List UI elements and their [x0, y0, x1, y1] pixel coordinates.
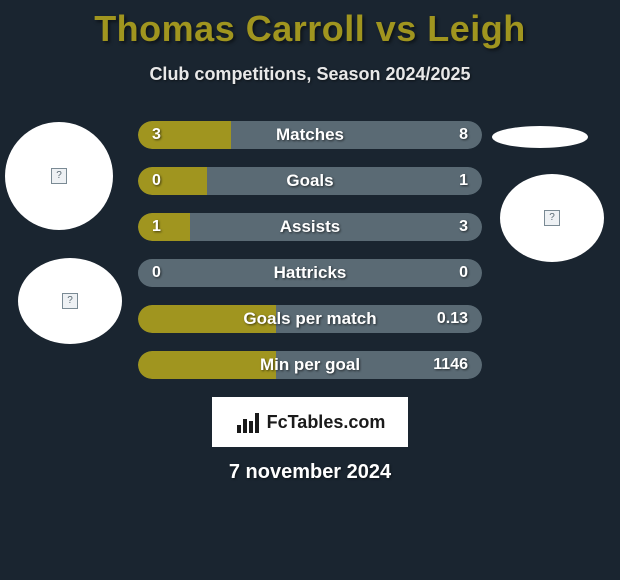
stat-label: Goals	[138, 167, 482, 195]
stat-label: Matches	[138, 121, 482, 149]
stat-label: Goals per match	[138, 305, 482, 333]
player-right-avatar-1: ?	[500, 174, 604, 262]
stat-label: Assists	[138, 213, 482, 241]
image-placeholder-icon: ?	[544, 210, 560, 226]
player-left-avatar-1: ?	[5, 122, 113, 230]
subtitle: Club competitions, Season 2024/2025	[0, 64, 620, 85]
player-right-shape-1	[492, 126, 588, 148]
image-placeholder-icon: ?	[62, 293, 78, 309]
stat-label: Min per goal	[138, 351, 482, 379]
stat-row: 0.13Goals per match	[138, 305, 482, 333]
stat-row: 38Matches	[138, 121, 482, 149]
stat-row: 13Assists	[138, 213, 482, 241]
brand-text: FcTables.com	[267, 412, 386, 433]
player-left-avatar-2: ?	[18, 258, 122, 344]
stat-row: 1146Min per goal	[138, 351, 482, 379]
brand-chart-icon	[235, 409, 261, 435]
stat-row: 01Goals	[138, 167, 482, 195]
page-title: Thomas Carroll vs Leigh	[0, 0, 620, 50]
stat-label: Hattricks	[138, 259, 482, 287]
image-placeholder-icon: ?	[51, 168, 67, 184]
stat-row: 00Hattricks	[138, 259, 482, 287]
brand-box: FcTables.com	[212, 397, 408, 447]
date-text: 7 november 2024	[0, 461, 620, 484]
